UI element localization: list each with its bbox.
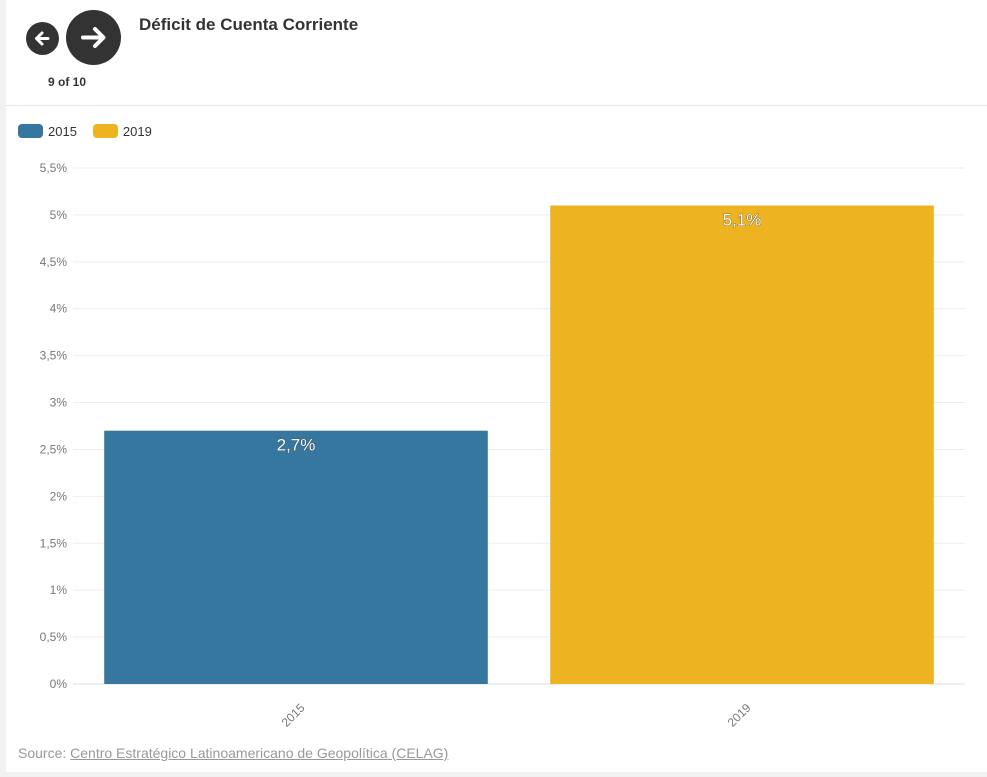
- y-tick-label: 0%: [50, 677, 68, 691]
- chart-header: 9 of 10 Déficit de Cuenta Corriente: [6, 0, 987, 106]
- chart-card: 9 of 10 Déficit de Cuenta Corriente 2015…: [6, 0, 987, 772]
- legend-swatch-2019: [92, 124, 118, 138]
- y-tick-label: 3,5%: [40, 349, 68, 363]
- y-tick-label: 3%: [50, 396, 68, 410]
- y-tick-label: 2%: [50, 489, 68, 503]
- y-tick-label: 0,5%: [40, 630, 68, 644]
- bar-2015[interactable]: [104, 430, 488, 684]
- data-label: 2,7%: [277, 436, 316, 455]
- bar-chart: 0% 0,5% 1% 1,5% 2% 2,5% 3% 3,5% 4% 4,5% 5% 5,5% 2,7%…: [40, 161, 965, 730]
- next-button[interactable]: [66, 10, 121, 65]
- bar-2019[interactable]: [550, 205, 934, 684]
- legend-swatch-2015: [18, 124, 43, 138]
- legend-label-2015: 2015: [48, 123, 77, 139]
- y-tick-label: 2,5%: [40, 442, 68, 456]
- prev-button[interactable]: [26, 22, 59, 55]
- y-tick-label: 4%: [50, 302, 68, 316]
- arrow-right-icon: [81, 27, 106, 48]
- y-tick-label: 5%: [50, 208, 68, 222]
- y-tick-label: 5,5%: [40, 161, 68, 175]
- data-label: 5,1%: [723, 211, 762, 230]
- chart-legend: 2015 2019: [18, 122, 168, 140]
- legend-label-2019: 2019: [122, 123, 152, 139]
- chart-title: Déficit de Cuenta Corriente: [139, 15, 359, 34]
- pager-indicator: 9 of 10: [47, 75, 86, 89]
- y-tick-label: 4,5%: [40, 255, 68, 269]
- y-tick-label: 1%: [50, 583, 68, 597]
- arrow-left-icon: [35, 31, 50, 46]
- source-prefix: Source:: [18, 745, 71, 761]
- legend-item-2019[interactable]: 2019: [92, 123, 152, 139]
- x-tick-label: 2015: [279, 701, 308, 730]
- y-tick-label: 1,5%: [40, 536, 68, 550]
- source-link[interactable]: Centro Estratégico Latinoamericano de Ge…: [70, 745, 449, 761]
- x-tick-label: 2019: [725, 701, 754, 730]
- source-note: Source: Centro Estratégico Latinoamerica…: [18, 745, 448, 761]
- legend-item-2015[interactable]: 2015: [18, 124, 77, 139]
